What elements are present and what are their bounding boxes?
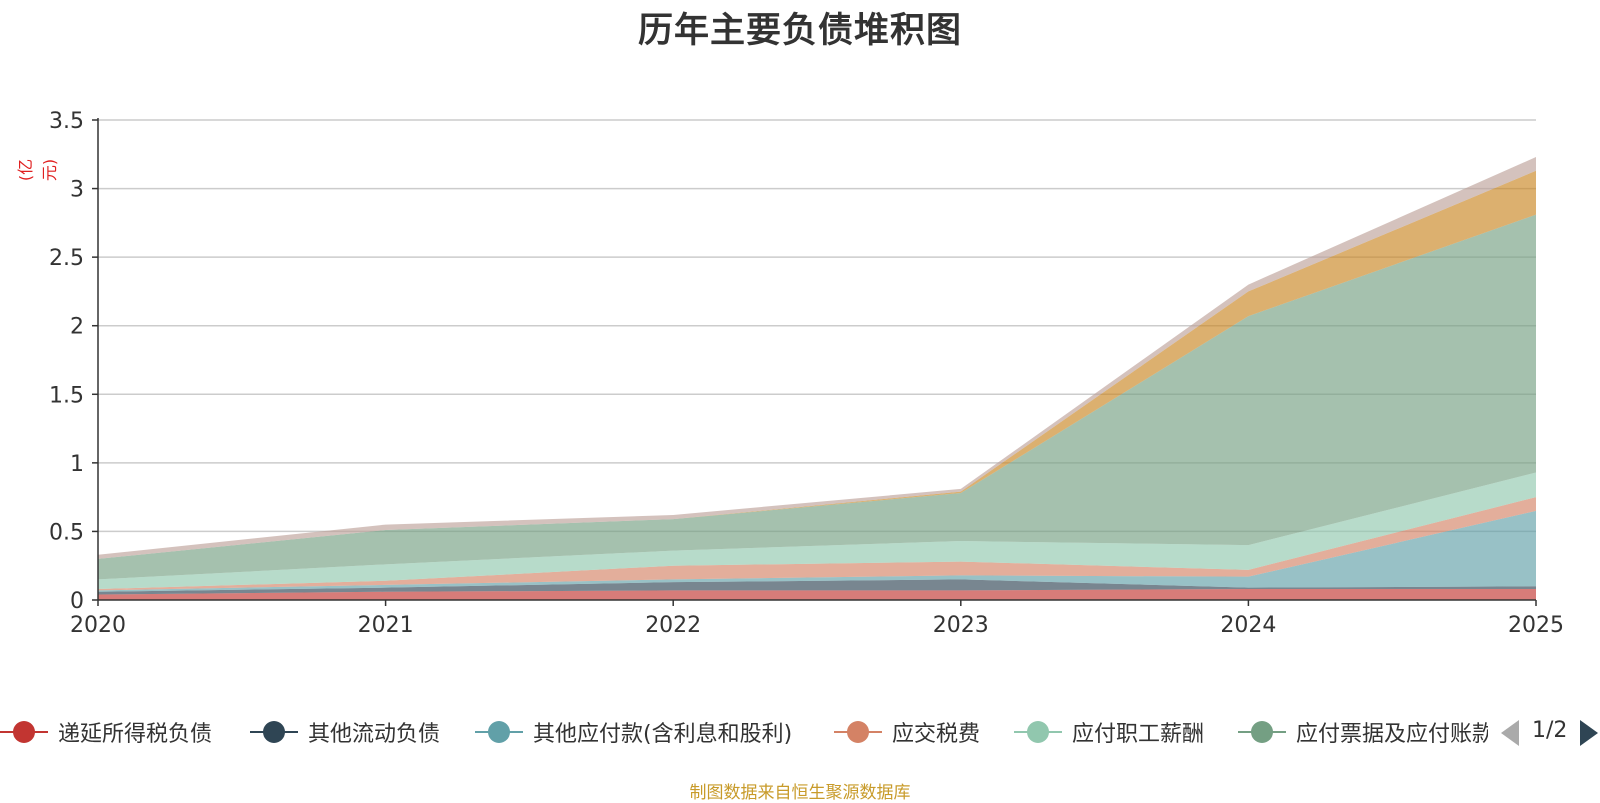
legend-marker-icon [0,712,48,752]
chart-title: 历年主要负债堆积图 [637,11,962,51]
legend-item[interactable]: 其他应付款(含利息和股利) [475,712,792,752]
area-series-3 [98,510,1536,592]
legend-item[interactable]: 应付票据及应付账款 [1238,712,1488,752]
legend-item[interactable]: 递延所得税负债 [0,712,212,752]
legend-label: 其他流动负债 [308,722,441,747]
legend-marker-icon [1014,712,1062,752]
y-tick-label: 0.5 [49,520,84,545]
legend: 递延所得税负债 其他流动负债 其他应付款(含利息和股利) 应交税费 应付职工薪酬 应付票据… [0,712,1600,752]
x-tick-label: 2020 [70,613,126,638]
data-source-note: 制图数据来自恒生聚源数据库 [689,783,911,803]
legend-marker-icon [834,712,882,752]
y-tick-label: 2 [70,315,84,340]
legend-marker-icon [1238,712,1286,752]
legend-item[interactable]: 应交税费 [834,712,980,752]
legend-marker-icon [250,712,298,752]
legend-label: 应交税费 [892,722,981,747]
area-series-1 [98,589,1536,600]
area-series [98,157,1536,600]
y-tick-label: 3 [70,178,84,203]
y-tick-label: 2.5 [49,246,84,271]
legend-item[interactable]: 应付职工薪酬 [1014,712,1204,752]
x-tick-label: 2025 [1508,613,1564,638]
y-tick-label: 1 [70,452,84,477]
legend-page-indicator: 1/2 [1532,718,1568,743]
legend-item[interactable]: 其他流动负债 [250,712,440,752]
legend-next-page-icon[interactable] [1580,720,1598,746]
axes: 0 0.5 1 1.5 2 2.5 3 3.5 2020 2021 2022 2023 2024 2025 [49,109,1564,638]
x-tick-label: 2024 [1220,613,1276,638]
area-series-4 [98,497,1536,591]
area-series-2 [98,579,1536,595]
x-tick-label: 2022 [645,613,701,638]
y-tick-label: 0 [70,589,84,614]
legend-label: 应付票据及应付账款 [1296,722,1488,747]
x-tick-label: 2021 [358,613,414,638]
area-series-6 [98,214,1536,580]
y-tick-label: 3.5 [49,109,84,134]
stacked-area-chart: 0 0.5 1 1.5 2 2.5 3 3.5 2020 2021 2022 2023 2024 2025 [49,109,1564,638]
legend-items: 递延所得税负债 其他流动负债 其他应付款(含利息和股利) 应交税费 应付职工薪酬 应付票据… [0,712,1488,752]
area-series-5 [98,472,1536,590]
legend-prev-page-icon[interactable] [1501,720,1519,746]
y-tick-label: 1.5 [49,383,84,408]
legend-marker-icon [475,712,523,752]
legend-label: 应付职工薪酬 [1072,722,1205,747]
legend-label: 递延所得税负债 [58,722,213,747]
x-tick-label: 2023 [933,613,989,638]
legend-label: 其他应付款(含利息和股利) [533,722,793,747]
